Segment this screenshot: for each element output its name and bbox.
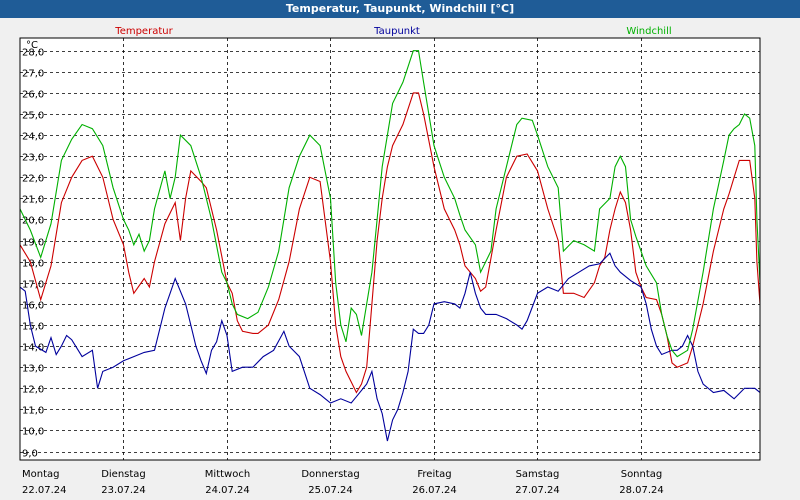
y-tick-label: 17,0: [22, 280, 44, 291]
x-tick-day: Donnerstag: [301, 469, 359, 480]
y-tick-label: 24,0: [22, 132, 44, 143]
y-tick-label: 16,0: [22, 301, 44, 312]
y-tick-label: 23,0: [22, 153, 44, 164]
x-axis: Montag 22.07.24 Dienstag 23.07.24 Mittwoch 24…: [22, 469, 664, 496]
x-tick-day: Freitag: [417, 469, 451, 480]
chart-title: Temperatur, Taupunkt, Windchill [°C]: [0, 0, 800, 18]
y-tick-label: 26,0: [22, 90, 44, 101]
y-tick-label: 19,0: [22, 238, 44, 249]
x-tick-date: 25.07.24: [308, 485, 353, 496]
y-tick-label: 14,0: [22, 343, 44, 354]
x-tick-date: 27.07.24: [515, 485, 560, 496]
x-tick-day: Mittwoch: [205, 469, 250, 480]
x-tick-date: 22.07.24: [22, 485, 67, 496]
legend-entry-windchill: Windchill: [626, 26, 671, 37]
y-tick-label: 9,0: [22, 449, 38, 460]
y-tick-label: 11,0: [22, 406, 44, 417]
y-tick-label: 15,0: [22, 322, 44, 333]
y-tick-label: 28,0: [22, 48, 44, 59]
plot-area: [20, 38, 760, 460]
legend-entry-taupunkt: Taupunkt: [373, 26, 420, 37]
y-tick-label: 12,0: [22, 385, 44, 396]
y-axis: 9,0 10,0 11,0 12,0 13,0 14,0 15,0 16,0 17,0 18,0 1…: [22, 40, 44, 460]
y-tick-label: 10,0: [22, 427, 44, 438]
y-axis-label: °C: [26, 40, 38, 51]
plot-frame: [19, 37, 761, 461]
grid-lines: [20, 38, 760, 460]
y-tick-label: 18,0: [22, 259, 44, 270]
y-tick-label: 13,0: [22, 364, 44, 375]
x-tick-date: 26.07.24: [412, 485, 457, 496]
legend: Temperatur Taupunkt Windchill: [114, 26, 671, 37]
y-tick-label: 20,0: [22, 216, 44, 227]
x-tick-day: Sonntag: [621, 469, 663, 480]
x-tick-date: 24.07.24: [205, 485, 250, 496]
x-tick-day: Montag: [22, 469, 59, 480]
x-tick-day: Samstag: [516, 469, 560, 480]
series-line-windchill: [20, 50, 760, 358]
y-tick-label: 27,0: [22, 69, 44, 80]
y-tick-label: 25,0: [22, 111, 44, 122]
y-tick-label: 21,0: [22, 195, 44, 206]
x-tick-date: 28.07.24: [619, 485, 664, 496]
x-tick-date: 23.07.24: [101, 485, 146, 496]
series-line-taupunkt: [20, 252, 760, 442]
legend-entry-temperatur: Temperatur: [114, 26, 173, 37]
y-tick-label: 22,0: [22, 174, 44, 185]
series-lines: [20, 50, 760, 442]
x-tick-day: Dienstag: [101, 469, 146, 480]
